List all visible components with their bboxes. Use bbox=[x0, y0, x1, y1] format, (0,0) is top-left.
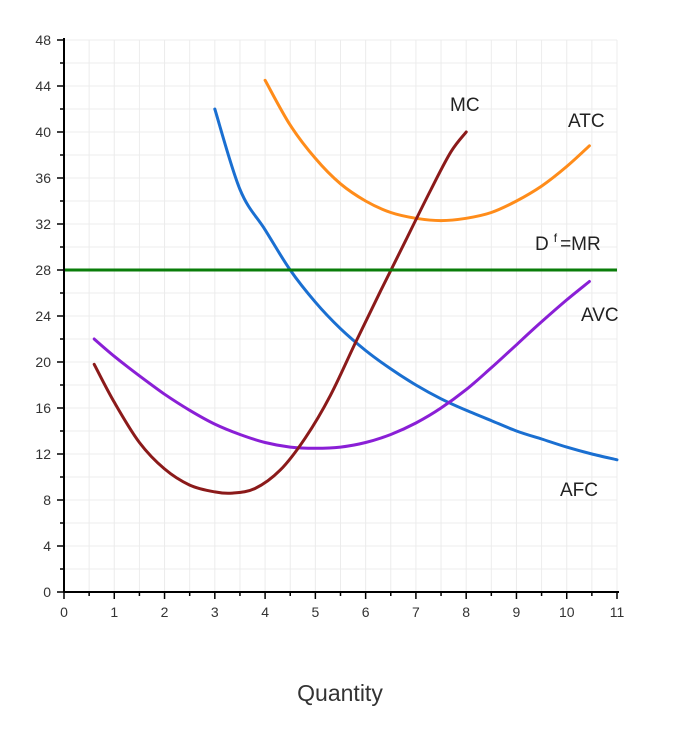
x-tick-label: 10 bbox=[559, 604, 575, 620]
y-tick-label: 16 bbox=[35, 400, 51, 416]
y-tick-label: 44 bbox=[35, 78, 51, 94]
series-lines bbox=[64, 78, 619, 495]
axes bbox=[57, 38, 619, 599]
mc-label: MC bbox=[450, 95, 480, 116]
grid bbox=[63, 39, 618, 593]
y-tick-label: 4 bbox=[43, 538, 51, 554]
x-tick-label: 8 bbox=[462, 604, 470, 620]
demand-label-rest: =MR bbox=[560, 234, 601, 255]
y-tick-label: 0 bbox=[43, 584, 51, 600]
avc-label: AVC bbox=[581, 305, 619, 326]
y-tick-label: 24 bbox=[35, 308, 51, 324]
x-tick-label: 2 bbox=[161, 604, 169, 620]
x-tick-label: 7 bbox=[412, 604, 420, 620]
y-tick-label: 8 bbox=[43, 492, 51, 508]
x-tick-label: 6 bbox=[362, 604, 370, 620]
x-axis-title: Quantity bbox=[297, 680, 383, 706]
y-tick-label: 20 bbox=[35, 354, 51, 370]
y-tick-label: 32 bbox=[35, 216, 51, 232]
x-tick-label: 0 bbox=[60, 604, 68, 620]
x-tick-label: 1 bbox=[110, 604, 118, 620]
y-tick-label: 12 bbox=[35, 446, 51, 462]
y-tick-label: 28 bbox=[35, 262, 51, 278]
mc-curve bbox=[92, 130, 468, 495]
x-tick-label: 11 bbox=[610, 604, 625, 620]
x-tick-label: 4 bbox=[261, 604, 269, 620]
y-tick-label: 36 bbox=[35, 170, 51, 186]
x-tick-label: 5 bbox=[311, 604, 319, 620]
y-tick-label: 48 bbox=[35, 32, 51, 48]
afc-label: AFC bbox=[560, 480, 598, 501]
x-tick-label: 3 bbox=[211, 604, 219, 620]
x-tick-label: 9 bbox=[513, 604, 521, 620]
demand-label-main: D bbox=[535, 234, 549, 255]
afc-curve bbox=[213, 107, 619, 462]
demand-label-superscript: f bbox=[554, 231, 558, 245]
y-tick-label: 40 bbox=[35, 124, 51, 140]
atc-curve bbox=[263, 78, 591, 223]
avc-curve bbox=[92, 280, 591, 450]
atc-label: ATC bbox=[568, 111, 605, 132]
